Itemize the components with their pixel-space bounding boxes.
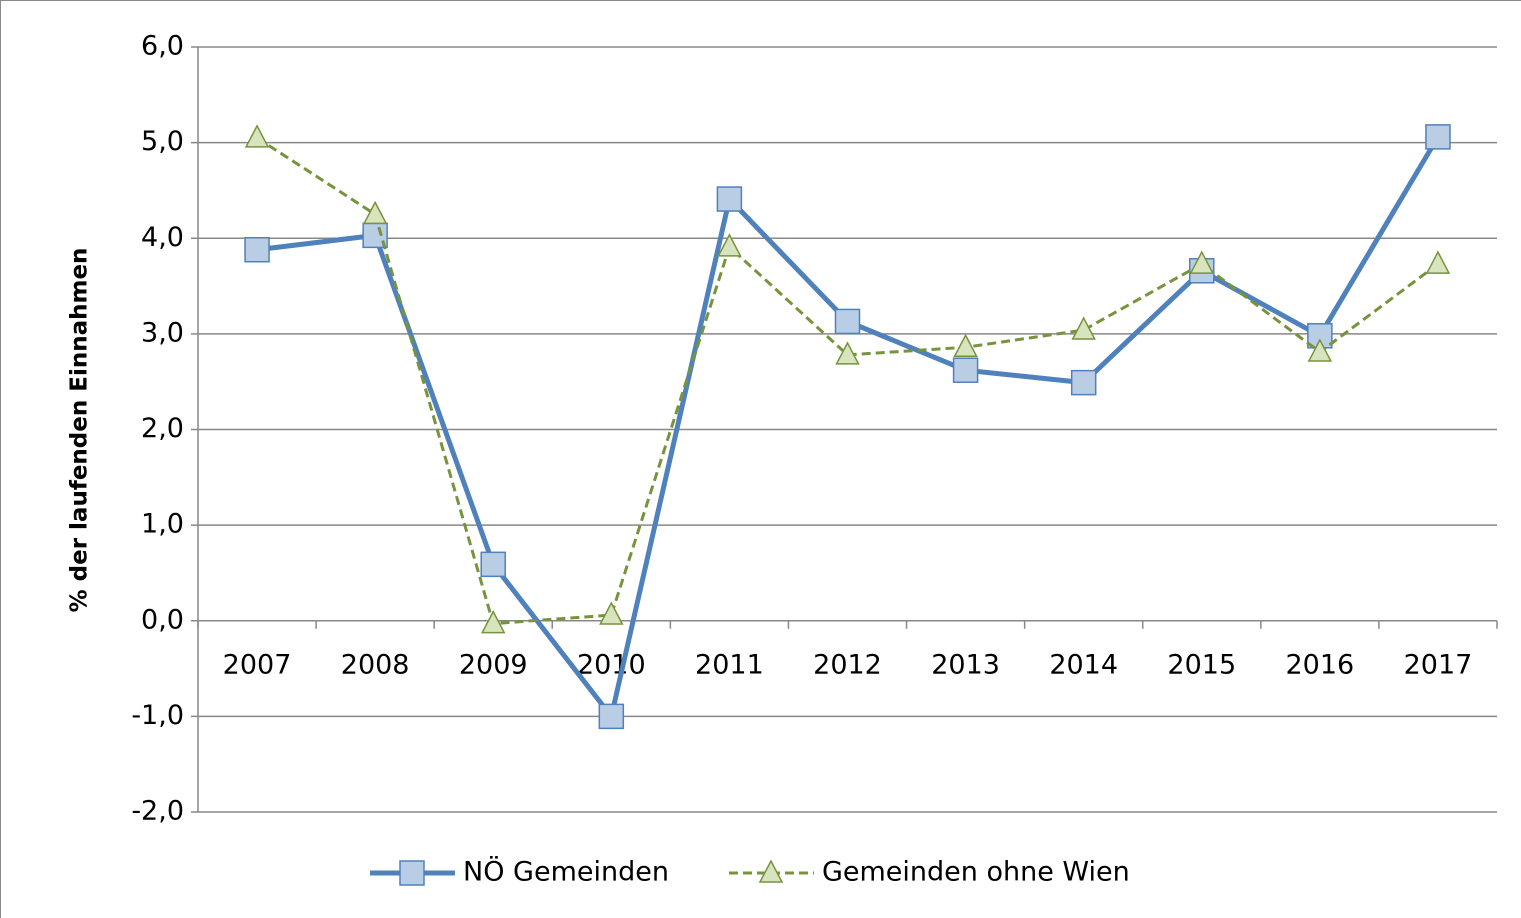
x-tick-label: 2010 <box>577 649 646 680</box>
data-point <box>1189 250 1215 274</box>
x-tick-label: 2017 <box>1404 649 1473 680</box>
series-line <box>256 135 1441 719</box>
x-tick-label: 2016 <box>1286 649 1355 680</box>
data-point <box>1070 369 1097 396</box>
data-point <box>834 308 861 335</box>
x-tick-label: 2011 <box>695 649 764 680</box>
y-tick-label: 1,0 <box>141 509 184 540</box>
data-point <box>1425 124 1451 150</box>
data-point <box>362 200 388 225</box>
y-tick-label: 2,0 <box>141 413 184 444</box>
data-point <box>1425 250 1451 274</box>
y-axis-title: % der laufenden Einnahmen <box>67 248 93 613</box>
x-tick-label: 2014 <box>1049 649 1118 680</box>
data-point <box>480 551 506 578</box>
data-point <box>952 357 979 383</box>
legend-marker <box>758 859 784 883</box>
legend-label: NÖ Gemeinden <box>463 856 669 888</box>
y-tick-label: 0,0 <box>141 604 184 635</box>
data-point <box>599 601 624 625</box>
y-tick-label: -2,0 <box>131 796 184 827</box>
data-point <box>598 703 625 730</box>
x-tick-label: 2013 <box>931 649 1000 680</box>
legend-marker <box>399 860 425 886</box>
x-tick-label: 2009 <box>459 649 528 680</box>
legend-label: Gemeinden ohne Wien <box>822 857 1130 888</box>
y-tick-label: 3,0 <box>141 317 184 348</box>
data-point <box>480 610 506 634</box>
x-tick-label: 2012 <box>813 649 882 680</box>
data-point <box>1307 338 1333 362</box>
data-point <box>244 124 270 148</box>
data-point <box>1071 316 1096 340</box>
data-point <box>717 233 742 257</box>
y-tick-label: -1,0 <box>131 700 184 731</box>
data-point <box>835 341 860 365</box>
data-point <box>244 236 270 263</box>
data-point <box>953 333 978 358</box>
series-line <box>256 136 1439 626</box>
x-tick-label: 2008 <box>341 649 410 680</box>
y-tick-label: 4,0 <box>141 222 184 253</box>
x-tick-label: 2007 <box>223 649 292 680</box>
y-tick-label: 6,0 <box>141 31 184 62</box>
data-point <box>716 186 743 212</box>
x-tick-label: 2015 <box>1167 649 1236 680</box>
y-tick-label: 5,0 <box>141 126 184 157</box>
